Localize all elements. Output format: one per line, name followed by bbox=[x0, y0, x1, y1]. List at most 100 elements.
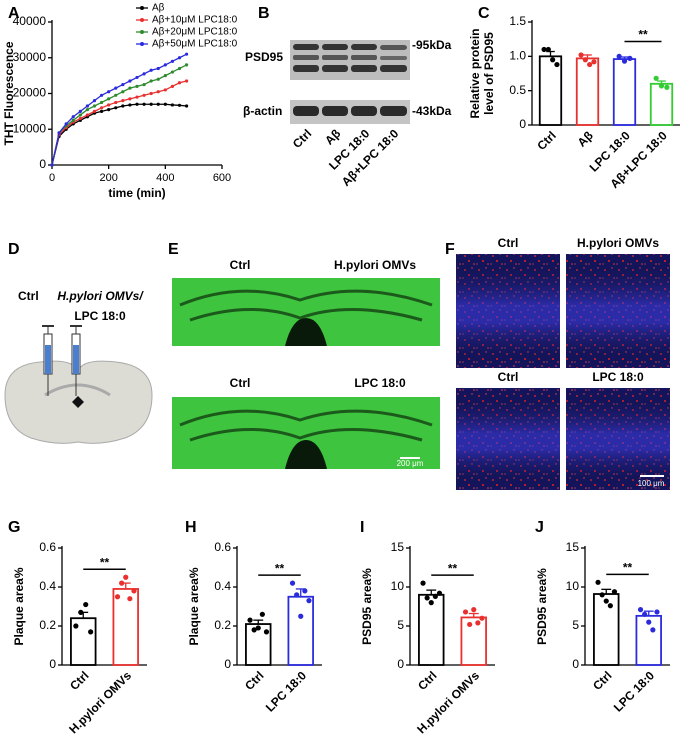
data-point bbox=[92, 104, 97, 108]
y-tick-label: 0.5 bbox=[509, 83, 526, 97]
data-point bbox=[289, 580, 296, 586]
data-point bbox=[550, 57, 556, 63]
legend-label: Aβ+50μM LPC18:0 bbox=[152, 39, 238, 50]
data-point bbox=[170, 103, 175, 107]
y-tick-label: 1.5 bbox=[509, 14, 526, 28]
blot-marker: -43kDa bbox=[412, 104, 452, 118]
data-point bbox=[424, 595, 430, 601]
diagram-label: Ctrl bbox=[18, 289, 39, 303]
data-point bbox=[664, 84, 670, 90]
data-point bbox=[462, 609, 469, 615]
syringe bbox=[42, 325, 54, 396]
data-point bbox=[599, 592, 605, 598]
data-point bbox=[83, 601, 89, 608]
x-tick-label: 400 bbox=[156, 172, 174, 184]
panel-letter: H bbox=[185, 519, 197, 536]
data-point bbox=[621, 58, 628, 64]
data-point bbox=[73, 623, 79, 629]
x-tick-label: LPC 18:0 bbox=[611, 668, 657, 714]
x-tick-label: Ctrl bbox=[415, 668, 440, 693]
diagram-label: H.pylori OMVs/ bbox=[57, 289, 144, 303]
data-point bbox=[142, 93, 146, 97]
data-point bbox=[99, 109, 104, 113]
data-point bbox=[135, 84, 139, 88]
data-point bbox=[595, 579, 601, 585]
legend-swatch bbox=[140, 18, 144, 22]
panel-letter: B bbox=[258, 5, 270, 22]
legend-swatch bbox=[140, 6, 144, 10]
data-point bbox=[71, 115, 75, 119]
data-point bbox=[294, 592, 300, 598]
data-point bbox=[123, 574, 129, 580]
bar bbox=[287, 595, 314, 666]
data-point bbox=[78, 109, 82, 113]
y-tick-label: 10 bbox=[391, 579, 405, 593]
significance-label: ** bbox=[638, 28, 648, 42]
significance-label: ** bbox=[100, 555, 110, 569]
data-point bbox=[156, 90, 160, 94]
hippocampus bbox=[44, 383, 111, 397]
panel-letter: D bbox=[8, 241, 20, 258]
x-tick-label: 200 bbox=[99, 172, 117, 184]
tissue-structure bbox=[179, 289, 433, 322]
data-point bbox=[545, 46, 551, 53]
data-point bbox=[616, 53, 622, 59]
data-point bbox=[142, 72, 146, 76]
data-point bbox=[114, 86, 118, 90]
data-point bbox=[467, 621, 473, 628]
blot-panel: B PSD95 β-actin -95kDa -43kDa Ctrl Aβ LP… bbox=[243, 5, 452, 189]
data-point bbox=[149, 91, 153, 96]
y-tick-label: 0.2 bbox=[39, 618, 56, 632]
y-axis-label: Plaque area% bbox=[12, 567, 26, 645]
data-point bbox=[163, 88, 167, 92]
panel-letter: E bbox=[168, 241, 179, 258]
data-point bbox=[114, 100, 118, 105]
data-point bbox=[114, 106, 118, 110]
data-point bbox=[541, 46, 547, 53]
data-point bbox=[475, 620, 481, 626]
data-point bbox=[92, 99, 97, 103]
cell-layer bbox=[456, 254, 560, 368]
data-point bbox=[170, 70, 175, 74]
y-axis-label: PSD95 area% bbox=[360, 568, 374, 645]
data-point bbox=[119, 580, 125, 586]
blot-bands bbox=[293, 106, 407, 116]
significance-label: ** bbox=[623, 560, 633, 574]
significance-label: ** bbox=[275, 561, 285, 575]
x-tick-label: Ctrl bbox=[242, 668, 267, 693]
data-point bbox=[428, 600, 434, 606]
data-point bbox=[128, 97, 132, 101]
bar bbox=[649, 82, 674, 126]
data-point bbox=[135, 95, 139, 99]
y-tick-label: 5 bbox=[397, 618, 404, 632]
section-images: E Ctrl H.pylori OMVs Ctrl LPC 18:0 200 μ… bbox=[168, 241, 440, 469]
x-tick-label: Ctrl bbox=[67, 668, 92, 693]
bar bbox=[112, 588, 139, 666]
scale-label: 100 μm bbox=[638, 479, 665, 488]
data-line bbox=[51, 53, 187, 166]
data-point bbox=[149, 102, 153, 106]
data-line bbox=[51, 64, 187, 166]
y-tick-label: 0 bbox=[572, 657, 579, 671]
data-point bbox=[121, 104, 125, 108]
y-tick-label: 40000 bbox=[13, 14, 47, 28]
tissue-structure bbox=[179, 409, 433, 442]
data-point bbox=[591, 59, 597, 65]
data-point bbox=[71, 118, 75, 122]
blot-row-label: β-actin bbox=[243, 104, 282, 118]
y-tick-label: 0 bbox=[39, 157, 46, 171]
data-point bbox=[114, 594, 121, 600]
data-point bbox=[170, 59, 175, 63]
x-tick-label: Aβ bbox=[575, 128, 596, 149]
data-point bbox=[177, 56, 182, 60]
ventricle bbox=[285, 318, 327, 346]
panel-letter: I bbox=[360, 519, 364, 536]
data-point bbox=[156, 77, 160, 81]
y-axis-label: Plaque area% bbox=[187, 567, 201, 645]
blot-marker: -95kDa bbox=[412, 38, 452, 52]
legend-label: Aβ+10μM LPC18:0 bbox=[152, 15, 238, 26]
data-point bbox=[298, 613, 304, 619]
data-point bbox=[85, 104, 90, 108]
bar bbox=[460, 616, 487, 666]
